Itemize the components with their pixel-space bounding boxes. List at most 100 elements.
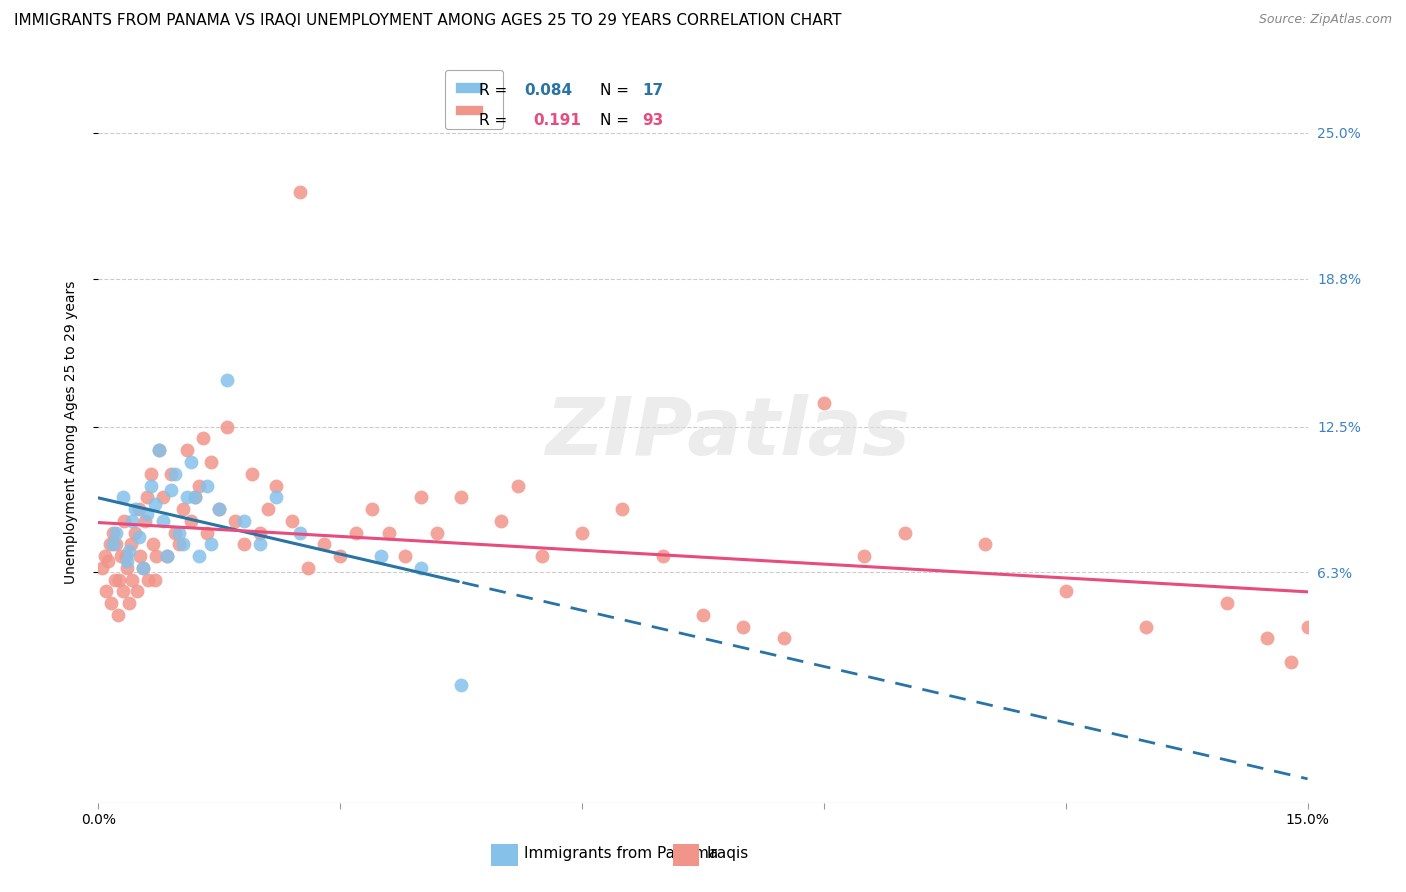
Point: [112, 514, 135, 528]
Text: 0.084: 0.084: [524, 83, 572, 98]
Point: [692, 607, 714, 622]
Point: [110, 549, 132, 563]
Point: [152, 490, 174, 504]
Point: [530, 549, 553, 563]
Point: [217, 419, 239, 434]
Point: [139, 478, 162, 492]
Point: [571, 525, 593, 540]
Point: [163, 525, 186, 540]
Point: [128, 502, 150, 516]
Text: R =: R =: [479, 83, 512, 98]
Point: [224, 514, 246, 528]
Point: [184, 490, 207, 504]
Text: 93: 93: [643, 112, 664, 128]
Point: [180, 455, 202, 469]
Point: [114, 549, 136, 563]
Point: [139, 467, 162, 481]
Text: Iraqis: Iraqis: [707, 846, 749, 861]
Point: [98, 537, 121, 551]
Point: [1281, 655, 1303, 669]
Text: N =: N =: [600, 112, 634, 128]
Text: 0.191: 0.191: [534, 112, 582, 128]
Point: [195, 525, 218, 540]
Point: [188, 549, 211, 563]
Point: [506, 478, 529, 492]
Point: [329, 549, 352, 563]
Point: [143, 497, 166, 511]
Point: [180, 514, 202, 528]
Legend: , : ,: [444, 70, 503, 129]
Point: [143, 573, 166, 587]
Point: [281, 514, 304, 528]
Point: [129, 549, 152, 563]
Point: [118, 544, 141, 558]
Point: [115, 554, 138, 568]
Point: [232, 514, 254, 528]
Point: [612, 502, 634, 516]
Point: [974, 537, 997, 551]
Point: [120, 537, 142, 551]
Point: [167, 525, 190, 540]
Point: [124, 525, 146, 540]
Point: [172, 502, 194, 516]
Point: [733, 619, 755, 633]
Point: [195, 478, 218, 492]
Point: [893, 525, 915, 540]
Point: [145, 549, 167, 563]
Point: [1054, 584, 1077, 599]
Point: [128, 530, 150, 544]
Point: [377, 525, 399, 540]
Point: [148, 443, 170, 458]
Point: [188, 478, 211, 492]
Point: [813, 396, 835, 410]
Point: [135, 507, 157, 521]
Point: [138, 573, 160, 587]
Point: [135, 490, 157, 504]
Text: IMMIGRANTS FROM PANAMA VS IRAQI UNEMPLOYMENT AMONG AGES 25 TO 29 YEARS CORRELATI: IMMIGRANTS FROM PANAMA VS IRAQI UNEMPLOY…: [14, 13, 842, 29]
Point: [193, 432, 215, 446]
Point: [249, 537, 271, 551]
Point: [105, 537, 128, 551]
Point: [160, 467, 183, 481]
Point: [132, 561, 155, 575]
Point: [853, 549, 876, 563]
Point: [101, 537, 124, 551]
Point: [101, 525, 124, 540]
Point: [156, 549, 179, 563]
Point: [491, 514, 513, 528]
FancyBboxPatch shape: [492, 844, 517, 866]
Point: [132, 561, 155, 575]
Point: [409, 490, 432, 504]
Point: [394, 549, 416, 563]
Point: [117, 561, 139, 575]
Point: [121, 573, 143, 587]
Point: [208, 502, 231, 516]
Point: [172, 537, 194, 551]
Point: [108, 573, 131, 587]
Point: [200, 455, 222, 469]
Point: [105, 525, 128, 540]
Point: [249, 525, 271, 540]
FancyBboxPatch shape: [672, 844, 699, 866]
Point: [370, 549, 392, 563]
Point: [148, 443, 170, 458]
Point: [156, 549, 179, 563]
Point: [200, 537, 222, 551]
Point: [1216, 596, 1239, 610]
Y-axis label: Unemployment Among Ages 25 to 29 years: Unemployment Among Ages 25 to 29 years: [63, 281, 77, 584]
Point: [344, 525, 367, 540]
Point: [361, 502, 384, 516]
Point: [409, 561, 432, 575]
Point: [96, 584, 118, 599]
Point: [103, 573, 125, 587]
Point: [772, 632, 794, 646]
Point: [167, 537, 190, 551]
Point: [134, 514, 156, 528]
Point: [264, 478, 287, 492]
Point: [1256, 632, 1278, 646]
Point: [232, 537, 254, 551]
Point: [163, 467, 186, 481]
Point: [256, 502, 278, 516]
Point: [651, 549, 673, 563]
Point: [97, 554, 120, 568]
